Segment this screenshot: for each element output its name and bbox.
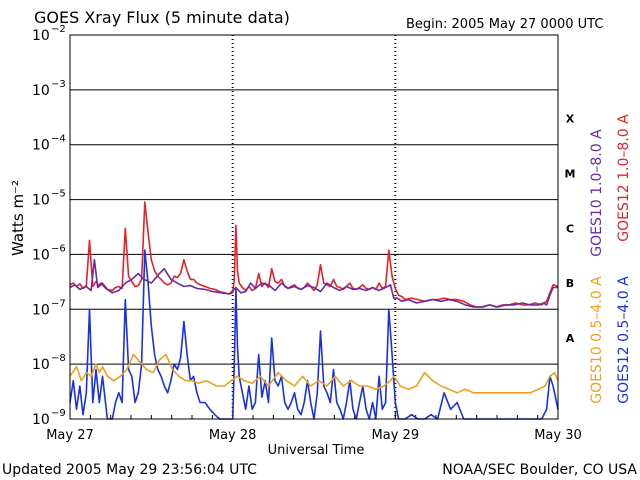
plot-series [69, 201, 559, 420]
series-line [69, 258, 558, 308]
y-tick-base: 10 [32, 28, 50, 44]
legend-entry: GOES12 1.0–8.0 A [616, 114, 632, 242]
y-tick-exponent: −8 [51, 353, 66, 364]
x-axis-label: Universal Time [268, 443, 365, 458]
chart-title: GOES Xray Flux (5 minute data) [34, 8, 290, 27]
series-line [69, 249, 559, 420]
y-tick-base: 10 [32, 302, 50, 318]
flare-class-label: B [566, 277, 574, 290]
y-tick-base: 10 [32, 138, 50, 154]
y-tick-exponent: −6 [51, 243, 66, 254]
flare-class-labels: X M C B A [565, 113, 576, 345]
y-tick-exponent: −2 [51, 24, 66, 35]
y-tick-label: 10 −2 [32, 24, 66, 44]
x-tick-label: May 30 [534, 428, 582, 443]
y-tick-base: 10 [32, 247, 50, 263]
flare-class-label: C [566, 222, 574, 235]
credit-label: NOAA/SEC Boulder, CO USA [442, 462, 637, 478]
x-tick-labels: May 27 May 28 May 29 May 30 [46, 428, 582, 443]
legend-entry: GOES10 1.0–8.0 A [589, 129, 605, 257]
y-tick-base: 10 [32, 83, 50, 99]
y-tick-label: 10 −4 [32, 134, 66, 154]
y-tick-labels: 10−210−310−410−510−610−710−810−9 [32, 24, 66, 428]
y-tick-label: 10 −5 [32, 189, 66, 209]
y-tick-exponent: −7 [51, 298, 66, 309]
x-tick-label: May 27 [46, 428, 94, 443]
y-tick-exponent: −9 [51, 408, 66, 419]
x-tick-label: May 28 [209, 428, 257, 443]
plot-frame [69, 34, 559, 420]
y-tick-exponent: −5 [51, 189, 66, 200]
legend-entry: GOES10 0.5–4.0 A [589, 276, 605, 404]
y-tick-label: 10 −8 [32, 353, 66, 373]
y-tick-label: 10 −6 [32, 243, 66, 263]
begin-label: Begin: 2005 May 27 0000 UTC [406, 17, 603, 32]
y-tick-base: 10 [32, 357, 50, 373]
flare-class-label: M [565, 167, 576, 180]
y-tick-label: 10 −3 [32, 79, 66, 99]
y-tick-base: 10 [32, 412, 50, 428]
updated-label: Updated 2005 May 29 23:56:04 UTC [2, 462, 257, 478]
y-tick-label: 10 −7 [32, 298, 66, 318]
y-tick-base: 10 [32, 193, 50, 209]
y-axis-label: Watts m⁻² [9, 180, 27, 256]
flare-class-label: X [566, 113, 575, 126]
series-line [69, 353, 559, 394]
y-tick-exponent: −3 [51, 79, 66, 90]
flare-class-label: A [566, 332, 575, 345]
legend-entry: GOES12 0.5–4.0 A [616, 276, 632, 404]
y-tick-label: 10 −9 [32, 408, 66, 428]
legend: GOES10 1.0–8.0 A GOES12 1.0–8.0 A GOES10 0… [589, 114, 632, 404]
y-tick-exponent: −4 [51, 134, 66, 145]
x-tick-label: May 29 [372, 428, 420, 443]
